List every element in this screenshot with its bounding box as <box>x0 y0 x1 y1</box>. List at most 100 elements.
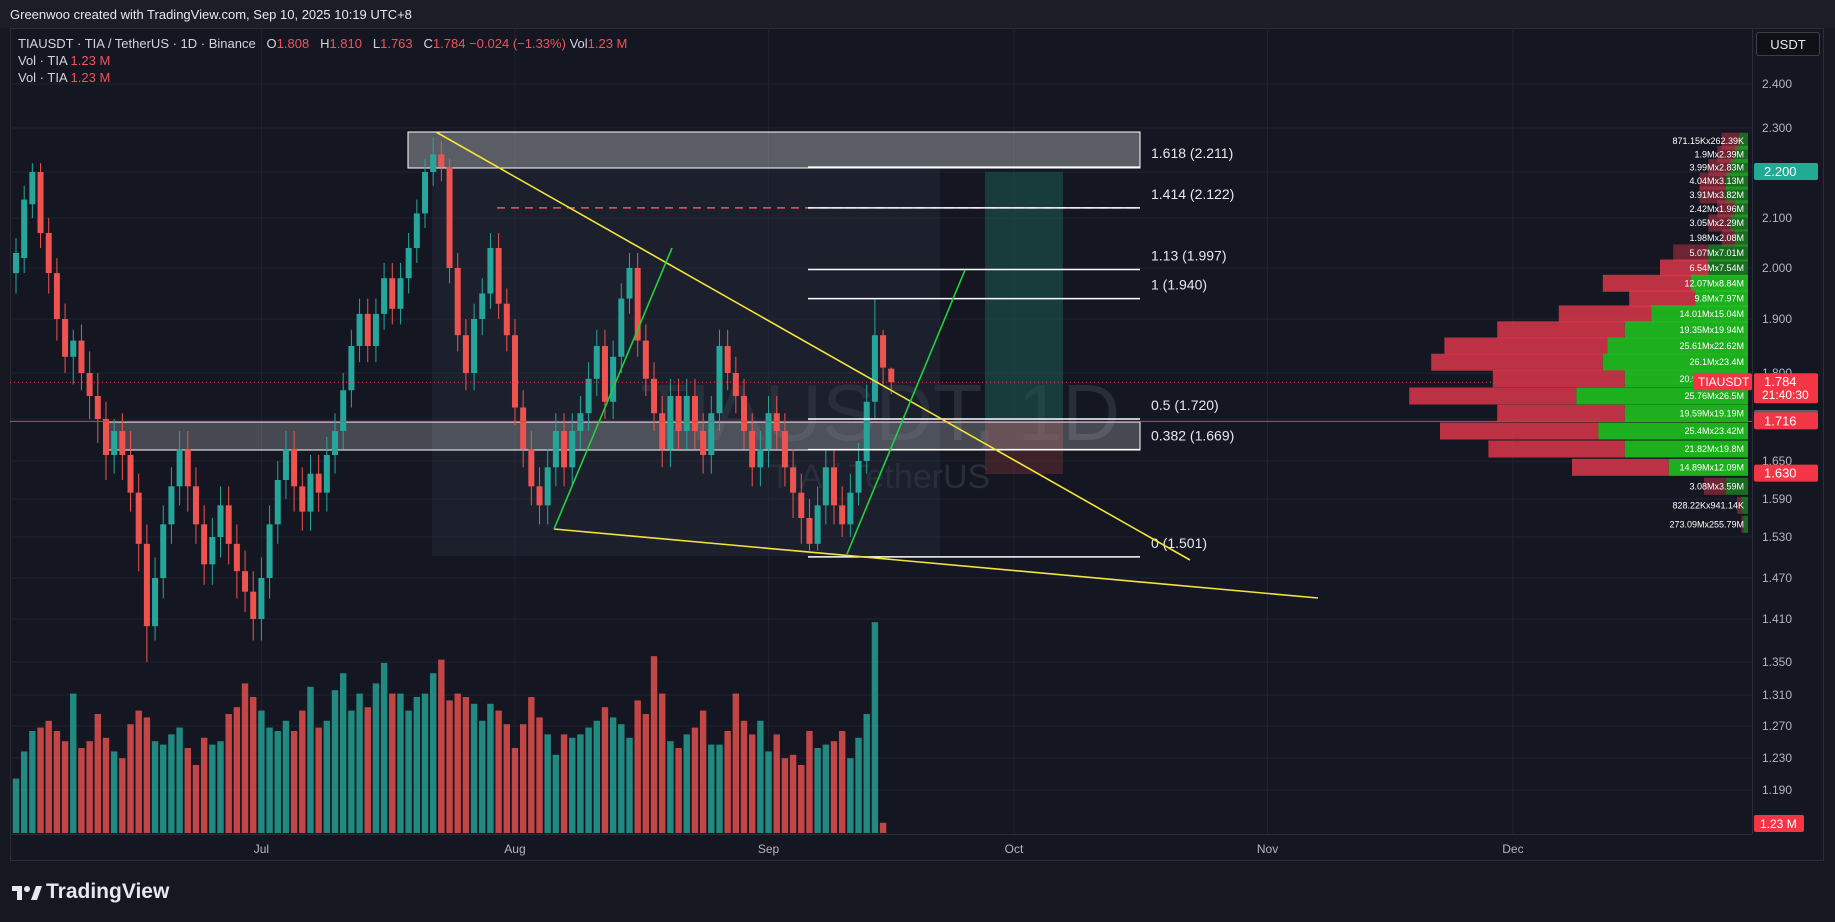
volume-bar <box>765 751 772 833</box>
price-scale[interactable] <box>1752 28 1825 834</box>
volume-bar <box>822 744 830 833</box>
volume-profile-label: 14.01Mx15.04M <box>1679 309 1744 319</box>
volume-bar <box>503 724 510 833</box>
currency-selector[interactable]: USDT <box>1756 32 1820 56</box>
candle-body <box>806 518 813 544</box>
candle-body <box>667 396 674 449</box>
volume-profile-label: 871.15Kx262.39K <box>1672 136 1744 146</box>
volume-indicator-value: 1.23 M <box>70 70 111 85</box>
candle-body <box>364 313 371 346</box>
volume-profile-label: 3.05Mx2.29M <box>1689 218 1744 228</box>
candle-body <box>422 172 428 214</box>
volume-profile-sell <box>1497 321 1625 339</box>
candle-body <box>225 505 232 544</box>
candle-body <box>78 340 85 373</box>
volume-bar <box>601 707 609 833</box>
volume-indicator-row[interactable]: Vol · TIA 1.23 M <box>18 69 627 86</box>
volume-profile-buy <box>1598 422 1748 440</box>
candle-body <box>642 340 649 379</box>
time-tick-label: Oct <box>1005 842 1024 856</box>
candle-body <box>233 543 240 572</box>
volume-profile-sell <box>1409 387 1577 405</box>
volume-bar <box>258 710 265 833</box>
volume-profile-sell <box>1602 274 1691 292</box>
volume-badge <box>1754 815 1804 832</box>
volume-profile-buy <box>1607 337 1748 355</box>
volume-profile-buy <box>1624 440 1748 458</box>
candle-body <box>454 268 461 336</box>
candle-body <box>62 319 69 357</box>
volume-profile-label: 25.76Mx26.5M <box>1684 391 1744 401</box>
volume-bar <box>552 754 560 833</box>
candle-body <box>217 505 224 537</box>
volume-profile-buy <box>1734 145 1748 163</box>
price-tick-label: 1.650 <box>1762 454 1792 468</box>
volume-profile-buy <box>1739 132 1748 150</box>
candle-body <box>413 213 420 248</box>
volume-profile-label: 1.98Mx2.08M <box>1689 233 1744 243</box>
volume-profile-label: 3.08Mx3.59M <box>1689 481 1744 491</box>
volume-profile-label: 19.35Mx19.94M <box>1679 325 1744 335</box>
price-tick-label: 2.400 <box>1762 77 1792 91</box>
volume-profile-sell <box>1721 229 1735 247</box>
high-value: 1.810 <box>329 36 363 51</box>
volume-profile-label: 26.1Mx23.4M <box>1689 357 1744 367</box>
volume-bar <box>364 707 371 833</box>
candle-body <box>831 467 837 506</box>
volume-bar <box>675 748 682 833</box>
candle-body <box>94 396 101 419</box>
volume-bar <box>405 710 412 833</box>
ohlc-row: TIAUSDT · TIA / TetherUS · 1D · Binance … <box>18 36 628 51</box>
candle-body <box>495 248 502 304</box>
countdown-text: 21:40:30 <box>1762 388 1809 402</box>
candle-body <box>184 449 191 487</box>
volume-profile-sell <box>1704 477 1726 495</box>
volume-bar <box>45 720 52 833</box>
volume-bar <box>855 737 862 833</box>
volume-bar <box>879 822 887 833</box>
candle-body <box>863 401 870 461</box>
volume-bar <box>168 734 175 833</box>
volume-bar <box>757 720 764 833</box>
wedge-leg <box>553 247 673 530</box>
candle-body <box>601 346 608 402</box>
volume-profile-sell <box>1629 290 1696 308</box>
volume-profile-buy <box>1726 186 1748 204</box>
volume-bar <box>299 710 306 833</box>
volume-indicator-row[interactable]: Vol · TIA 1.23 M <box>18 52 627 69</box>
volume-profile-sell <box>1708 214 1731 232</box>
volume-bar <box>307 686 314 833</box>
candle-body <box>691 396 698 431</box>
volume-bar <box>12 778 20 833</box>
candle-body <box>258 578 265 619</box>
volume-profile-sell <box>1431 353 1603 371</box>
candle-body <box>708 413 715 455</box>
volume-bar <box>740 720 748 833</box>
volume-profile-label: 3.99Mx2.83M <box>1689 163 1744 173</box>
candle-body <box>618 298 625 357</box>
volume-profile-sell <box>1717 145 1735 163</box>
candle-body <box>282 449 289 480</box>
candle-body <box>135 492 142 544</box>
price-tick-label: 2.000 <box>1762 261 1792 275</box>
volume-bar <box>413 697 421 833</box>
candle-body <box>536 486 543 506</box>
volume-bar <box>200 737 208 833</box>
volume-indicator-label: Vol · TIA <box>18 53 67 68</box>
volume-bar <box>716 744 723 833</box>
volume-bar <box>119 758 126 833</box>
volume-bar <box>470 703 478 833</box>
volume-profile-label: 4.04Mx3.13M <box>1689 176 1744 186</box>
candle-body <box>307 473 314 512</box>
descending-trendline <box>435 131 1191 561</box>
candle-body <box>528 449 535 487</box>
candle-body <box>53 273 60 319</box>
volume-bar <box>70 693 77 833</box>
price-badge <box>1754 163 1818 180</box>
volume-bar <box>691 727 699 833</box>
volume-bar <box>544 734 551 833</box>
fib-level-label: 1.414 (2.122) <box>1151 186 1234 202</box>
candle-body <box>397 278 404 309</box>
candle-body <box>21 199 28 258</box>
